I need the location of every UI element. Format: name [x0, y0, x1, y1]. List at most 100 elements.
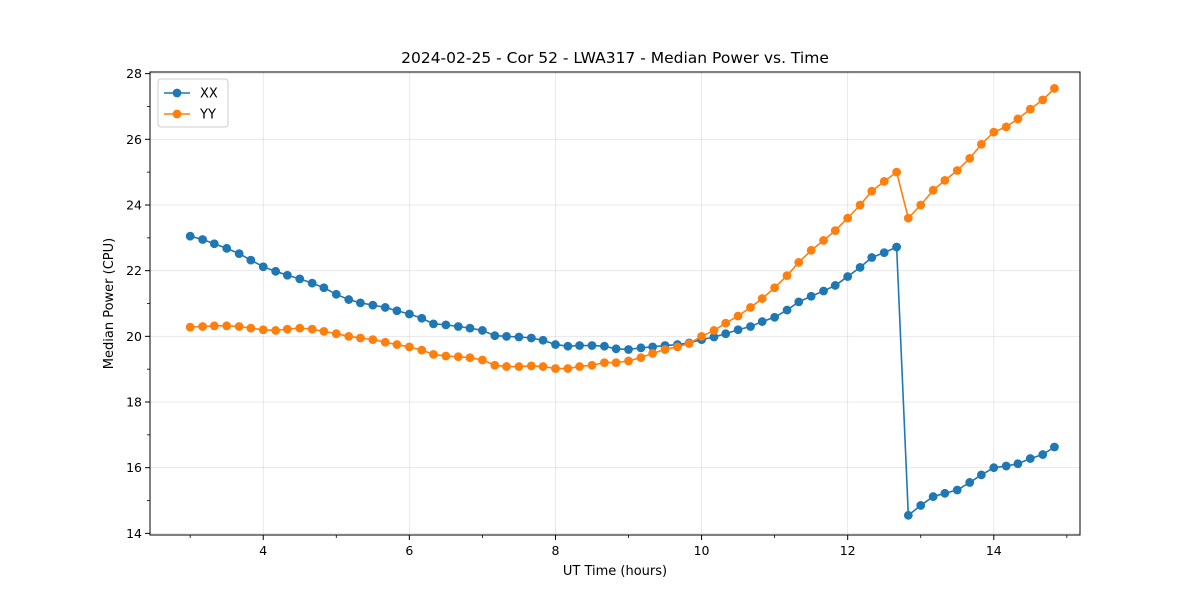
data-point-xx	[709, 332, 719, 342]
data-point-xx	[502, 331, 511, 341]
data-point-yy	[940, 175, 950, 185]
data-point-yy	[209, 321, 219, 331]
x-tick-label: 12	[840, 543, 856, 558]
series-yy	[185, 84, 1059, 373]
data-point-xx	[1001, 461, 1011, 471]
data-point-xx	[356, 298, 365, 308]
data-point-yy	[429, 350, 438, 359]
data-point-xx	[600, 341, 609, 351]
y-tick-label: 22	[126, 263, 142, 278]
data-point-yy	[331, 329, 341, 339]
x-axis-label: UT Time (hours)	[563, 564, 667, 579]
data-point-yy	[319, 327, 329, 336]
data-point-xx	[940, 488, 950, 498]
data-point-xx	[903, 510, 913, 520]
data-point-xx	[271, 266, 281, 276]
data-point-xx	[380, 303, 390, 312]
data-point-xx	[1050, 442, 1059, 452]
data-point-yy	[441, 351, 451, 361]
data-point-yy	[307, 324, 317, 334]
data-point-yy	[551, 364, 560, 373]
data-point-yy	[830, 226, 840, 236]
data-point-yy	[903, 213, 913, 223]
data-point-xx	[319, 283, 329, 293]
data-point-xx	[952, 485, 962, 495]
data-point-yy	[770, 283, 780, 293]
data-point-xx	[417, 313, 427, 323]
data-point-xx	[392, 306, 402, 316]
data-point-xx	[648, 342, 658, 352]
data-point-xx	[843, 272, 853, 281]
data-point-yy	[502, 362, 511, 371]
data-point-yy	[733, 311, 743, 321]
data-point-yy	[490, 360, 500, 370]
data-point-xx	[1025, 454, 1035, 463]
data-point-yy	[417, 345, 427, 355]
data-point-yy	[453, 352, 463, 362]
data-point-yy	[952, 166, 962, 175]
data-point-xx	[222, 243, 232, 253]
y-tick-label: 14	[126, 526, 142, 541]
data-point-xx	[526, 333, 536, 343]
data-point-yy	[1038, 95, 1048, 105]
y-tick-label: 26	[126, 132, 142, 147]
x-tick-label: 6	[405, 543, 413, 558]
data-point-xx	[855, 262, 865, 272]
data-point-yy	[185, 322, 195, 332]
data-point-yy	[514, 362, 524, 371]
data-point-yy	[1050, 84, 1059, 93]
data-point-xx	[307, 278, 317, 288]
legend-label-yy: YY	[199, 108, 216, 123]
data-point-yy	[684, 339, 694, 348]
data-point-yy	[1001, 122, 1011, 132]
data-point-xx	[892, 242, 902, 252]
data-point-yy	[660, 345, 670, 354]
data-point-xx	[587, 341, 597, 350]
data-point-xx	[246, 255, 256, 265]
data-point-yy	[271, 326, 281, 335]
data-point-yy	[794, 258, 804, 267]
data-point-yy	[1025, 104, 1035, 114]
data-point-xx	[514, 332, 524, 342]
data-point-xx	[368, 300, 378, 310]
data-point-yy	[746, 303, 755, 312]
x-tick-label: 14	[986, 543, 1002, 558]
legend-entry-xx: XX	[164, 87, 218, 102]
data-point-xx	[989, 463, 999, 473]
data-point-yy	[928, 185, 938, 195]
data-point-xx	[757, 317, 767, 326]
data-point-yy	[538, 362, 548, 371]
data-point-yy	[965, 153, 975, 163]
data-point-xx	[794, 297, 804, 307]
y-axis-label: Median Power (CPU)	[102, 238, 117, 369]
data-point-xx	[331, 289, 341, 299]
data-point-xx	[867, 253, 877, 262]
data-point-yy	[648, 349, 658, 358]
data-point-yy	[989, 127, 999, 137]
data-point-yy	[721, 318, 731, 328]
data-point-xx	[746, 322, 755, 331]
data-point-yy	[806, 245, 816, 255]
data-point-yy	[855, 200, 865, 210]
data-point-yy	[782, 271, 792, 280]
data-point-xx	[441, 320, 451, 330]
data-point-xx	[770, 312, 780, 322]
ticks: 4 6 8 10 12 14 14 16 18 20 22 24 26 28	[126, 66, 1068, 558]
data-point-yy	[368, 335, 378, 345]
data-point-yy	[282, 324, 292, 334]
data-point-xx	[404, 309, 414, 319]
data-point-yy	[843, 213, 853, 223]
data-point-xx	[575, 341, 584, 350]
data-point-yy	[478, 355, 487, 365]
data-point-yy	[600, 358, 609, 368]
chart-title: 2024-02-25 - Cor 52 - LWA317 - Median Po…	[401, 49, 829, 67]
data-point-yy	[892, 167, 902, 177]
data-point-yy	[709, 326, 719, 335]
data-point-xx	[478, 326, 487, 335]
data-point-xx	[185, 231, 195, 241]
data-point-yy	[258, 325, 268, 335]
legend-marker-xx	[172, 88, 182, 98]
data-point-xx	[344, 295, 354, 304]
data-point-xx	[965, 478, 975, 487]
